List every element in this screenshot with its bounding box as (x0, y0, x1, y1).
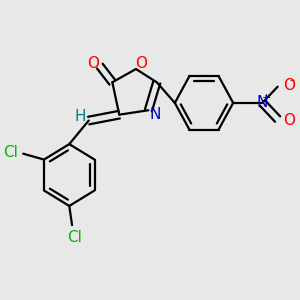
Text: -: - (290, 74, 295, 88)
Text: Cl: Cl (3, 145, 18, 160)
Text: +: + (262, 93, 271, 103)
Text: O: O (136, 56, 148, 70)
Text: H: H (75, 109, 86, 124)
Text: O: O (283, 113, 295, 128)
Text: Cl: Cl (68, 230, 82, 244)
Text: N: N (150, 107, 161, 122)
Text: O: O (283, 78, 295, 93)
Text: N: N (257, 95, 268, 110)
Text: O: O (87, 56, 99, 70)
